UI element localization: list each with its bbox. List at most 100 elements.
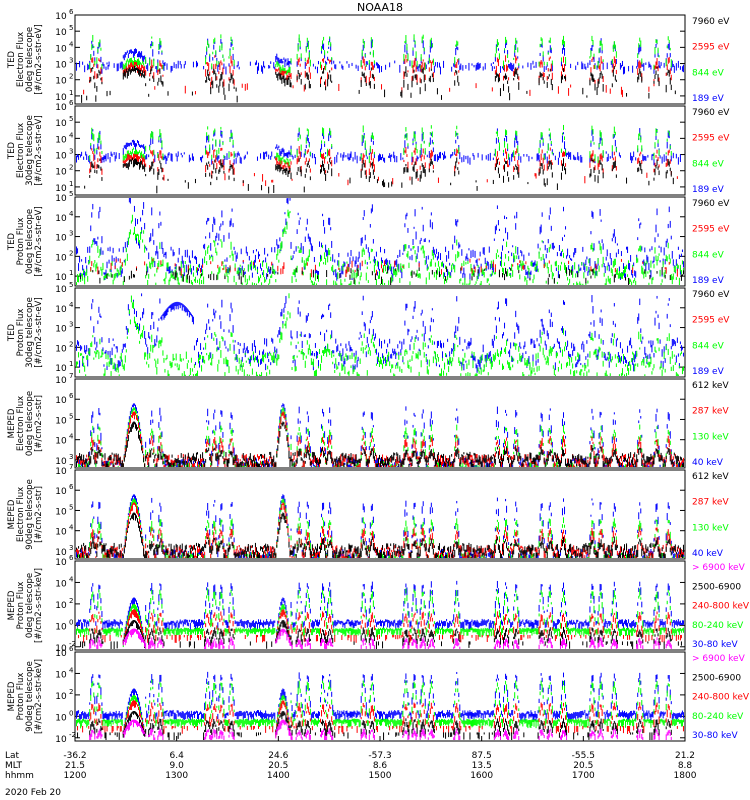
data-point xyxy=(432,356,434,364)
data-point xyxy=(575,273,577,278)
data-point xyxy=(324,65,326,70)
data-point xyxy=(214,218,216,226)
data-point xyxy=(213,337,215,341)
data-point xyxy=(300,53,302,59)
data-point xyxy=(450,272,452,277)
data-point xyxy=(150,263,152,270)
data-point xyxy=(495,156,497,164)
data-point xyxy=(523,345,525,350)
data-point xyxy=(364,76,366,83)
y-tick-label: 10 xyxy=(55,344,67,354)
data-point xyxy=(100,67,102,74)
y-axis-label-line: TED xyxy=(7,232,17,251)
data-point xyxy=(500,350,502,355)
data-point xyxy=(542,54,544,62)
data-point xyxy=(591,45,593,51)
data-point xyxy=(134,158,136,165)
data-point xyxy=(527,265,529,270)
y-tick-exponent: 2 xyxy=(69,340,73,348)
data-point xyxy=(262,66,264,74)
data-point xyxy=(407,83,409,90)
data-point xyxy=(618,355,620,363)
data-point xyxy=(670,235,672,240)
data-point xyxy=(150,69,152,75)
data-point xyxy=(620,272,622,279)
data-point xyxy=(187,309,189,312)
data-point xyxy=(220,223,222,227)
data-point xyxy=(680,270,682,275)
data-point xyxy=(422,148,424,154)
data-point xyxy=(537,359,539,363)
data-point xyxy=(611,151,613,159)
data-point xyxy=(366,61,368,65)
data-point xyxy=(97,48,99,53)
data-point xyxy=(594,174,596,182)
data-point xyxy=(275,279,277,283)
data-point xyxy=(345,154,347,158)
data-point xyxy=(550,159,552,163)
data-point xyxy=(292,255,294,259)
data-point xyxy=(94,169,96,174)
data-point xyxy=(365,169,367,178)
data-point xyxy=(675,259,677,266)
data-point xyxy=(177,277,179,285)
data-point xyxy=(341,265,343,274)
data-point xyxy=(93,50,95,56)
y-axis-label-line: 0deg telescope xyxy=(25,27,35,92)
data-point xyxy=(363,58,365,66)
data-point xyxy=(508,60,510,63)
data-point xyxy=(663,247,665,256)
data-point xyxy=(149,261,151,268)
data-point xyxy=(259,259,261,263)
data-point xyxy=(513,342,515,347)
data-point xyxy=(482,344,484,353)
data-point xyxy=(349,153,351,160)
data-point xyxy=(574,370,576,376)
data-point xyxy=(234,153,236,157)
data-point xyxy=(505,298,507,304)
data-point xyxy=(297,59,299,66)
data-point xyxy=(100,143,102,150)
data-point xyxy=(363,249,365,255)
data-point xyxy=(505,253,507,259)
data-point xyxy=(597,355,599,360)
data-point xyxy=(458,161,460,165)
data-point xyxy=(315,350,317,359)
data-point xyxy=(268,283,270,285)
data-point xyxy=(190,280,192,285)
data-point xyxy=(158,318,160,321)
data-point xyxy=(643,271,645,279)
data-point xyxy=(268,154,270,160)
data-point xyxy=(193,345,195,351)
data-point xyxy=(342,268,344,275)
data-point xyxy=(514,167,516,170)
data-point xyxy=(199,360,201,368)
data-point xyxy=(129,49,131,53)
data-point xyxy=(90,144,92,150)
data-point xyxy=(517,67,519,71)
data-point xyxy=(553,245,555,249)
data-point xyxy=(159,339,161,344)
data-point xyxy=(653,64,655,70)
data-point xyxy=(406,212,408,217)
data-point xyxy=(516,343,518,346)
data-point xyxy=(551,162,553,165)
data-point xyxy=(81,273,83,277)
y-axis-label-line: Proton Flux xyxy=(16,218,26,266)
data-point xyxy=(132,153,134,160)
data-point xyxy=(105,353,107,360)
data-point xyxy=(206,323,208,331)
data-point xyxy=(505,346,507,355)
data-point xyxy=(671,60,673,68)
data-point xyxy=(451,264,453,271)
data-point xyxy=(289,210,291,214)
data-point xyxy=(102,347,104,352)
data-point xyxy=(406,59,408,63)
data-point xyxy=(123,343,125,347)
data-point xyxy=(329,127,331,132)
data-point xyxy=(518,346,520,352)
data-point xyxy=(119,62,121,69)
data-point xyxy=(270,61,272,64)
data-point xyxy=(139,60,141,68)
data-point xyxy=(495,325,497,334)
